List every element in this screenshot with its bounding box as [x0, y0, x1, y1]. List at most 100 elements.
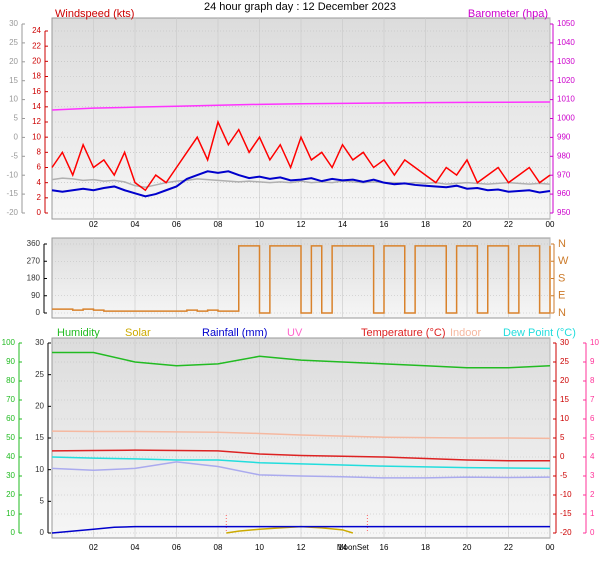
y-tick-label: 18 [32, 72, 41, 81]
series-line [52, 245, 551, 314]
y-tick-label: 20 [35, 401, 44, 410]
y-tick-label: 1010 [557, 95, 575, 104]
x-tick-label: 06 [172, 543, 181, 552]
x-tick-label: 20 [463, 543, 472, 552]
y-tick-label: 10 [35, 465, 44, 474]
y-tick-label: 1 [590, 509, 595, 518]
x-tick-label: 10 [255, 543, 264, 552]
y-tick-label: 1020 [557, 76, 575, 85]
y-tick-label: 4 [37, 178, 42, 187]
y-tick-label: 6 [590, 414, 595, 423]
y-tick-label: 90 [31, 291, 40, 300]
y-tick-label: 7 [590, 395, 595, 404]
y-tick-label: -20 [6, 208, 18, 217]
y-tick-label: 30 [9, 19, 18, 28]
y-tick-label: 1000 [557, 114, 575, 123]
y-tick-label: 0 [590, 528, 595, 537]
y-tick-label: 40 [6, 452, 15, 461]
y-tick-label: E [558, 290, 565, 302]
y-tick-label: N [558, 238, 566, 250]
y-tick-label: 5 [40, 496, 45, 505]
x-tick-label: 08 [214, 543, 223, 552]
y-tick-label: 20 [6, 490, 15, 499]
page-title: 24 hour graph day : 12 December 2023 [204, 1, 396, 13]
y-tick-label: 30 [35, 338, 44, 347]
y-tick-label: 5 [14, 114, 19, 123]
x-tick-label: 14 [338, 543, 347, 552]
y-tick-label: 20 [560, 376, 569, 385]
y-tick-label: -20 [560, 528, 572, 537]
series-line [51, 430, 551, 440]
y-tick-label: 8 [37, 147, 42, 156]
x-tick-label: 22 [504, 220, 513, 229]
y-tick-label: 2 [37, 193, 42, 202]
y-tick-label: 15 [35, 433, 44, 442]
y-tick-label: 960 [557, 189, 571, 198]
series-line [51, 170, 551, 198]
series-line [51, 456, 551, 470]
legend-label: Humidity [57, 327, 100, 339]
y-tick-label: 980 [557, 151, 571, 160]
x-tick-label: 16 [380, 220, 389, 229]
series-line [51, 119, 551, 192]
annotation: MoonSet [337, 543, 370, 552]
y-tick-label: -5 [560, 471, 568, 480]
y-tick-label: 5 [560, 433, 565, 442]
x-tick-label: 16 [380, 543, 389, 552]
y-tick-label: 22 [32, 41, 41, 50]
y-tick-label: -15 [6, 189, 18, 198]
x-tick-label: 04 [131, 543, 140, 552]
y-tick-label: 950 [557, 208, 571, 217]
x-tick-label: 18 [421, 543, 430, 552]
y-tick-label: 3 [590, 471, 595, 480]
y-tick-label: -10 [6, 170, 18, 179]
y-tick-label: 10 [9, 95, 18, 104]
y-tick-label: 2 [590, 490, 595, 499]
y-tick-label: 70 [6, 395, 15, 404]
series-line [52, 351, 551, 369]
axis-title: Windspeed (kts) [55, 8, 134, 20]
legend-label: Solar [125, 327, 151, 339]
y-tick-label: 9 [590, 357, 595, 366]
legend-label: Rainfall (mm) [202, 327, 267, 339]
y-tick-label: 0 [14, 133, 19, 142]
y-tick-label: 0 [40, 528, 45, 537]
axis-title: Barometer (hpa) [468, 8, 548, 20]
y-tick-label: 1050 [557, 19, 575, 28]
y-tick-label: 14 [32, 102, 41, 111]
x-tick-label: 12 [297, 220, 306, 229]
y-tick-label: 5 [590, 433, 595, 442]
y-tick-label: 30 [560, 338, 569, 347]
y-tick-label: 30 [6, 471, 15, 480]
y-tick-label: 25 [9, 38, 18, 47]
y-tick-label: 970 [557, 170, 571, 179]
y-tick-label: 25 [560, 357, 569, 366]
x-tick-label: 12 [297, 543, 306, 552]
y-tick-label: 90 [6, 357, 15, 366]
y-tick-label: N [558, 307, 566, 319]
y-tick-label: 360 [27, 239, 41, 248]
y-tick-label: 990 [557, 133, 571, 142]
y-tick-label: 10 [32, 132, 41, 141]
legend-label: Dew Point (°C) [503, 327, 576, 339]
y-tick-label: 12 [32, 117, 41, 126]
x-tick-label: 20 [463, 220, 472, 229]
y-tick-label: 4 [590, 452, 595, 461]
x-tick-label: 00 [546, 220, 555, 229]
y-tick-label: -5 [11, 151, 19, 160]
x-tick-label: 18 [421, 220, 430, 229]
y-tick-label: 16 [32, 87, 41, 96]
y-tick-label: 20 [9, 57, 18, 66]
y-tick-label: 270 [27, 256, 41, 265]
y-tick-label: 24 [32, 26, 41, 35]
x-tick-label: 10 [255, 220, 264, 229]
legend-label: UV [287, 327, 303, 339]
y-tick-label: 60 [6, 414, 15, 423]
y-tick-label: 0 [560, 452, 565, 461]
y-tick-label: 1030 [557, 57, 575, 66]
y-tick-label: 25 [35, 370, 44, 379]
y-tick-label: 0 [36, 308, 41, 317]
y-tick-label: 20 [32, 56, 41, 65]
y-tick-label: 10 [590, 338, 599, 347]
x-tick-label: 02 [89, 543, 98, 552]
